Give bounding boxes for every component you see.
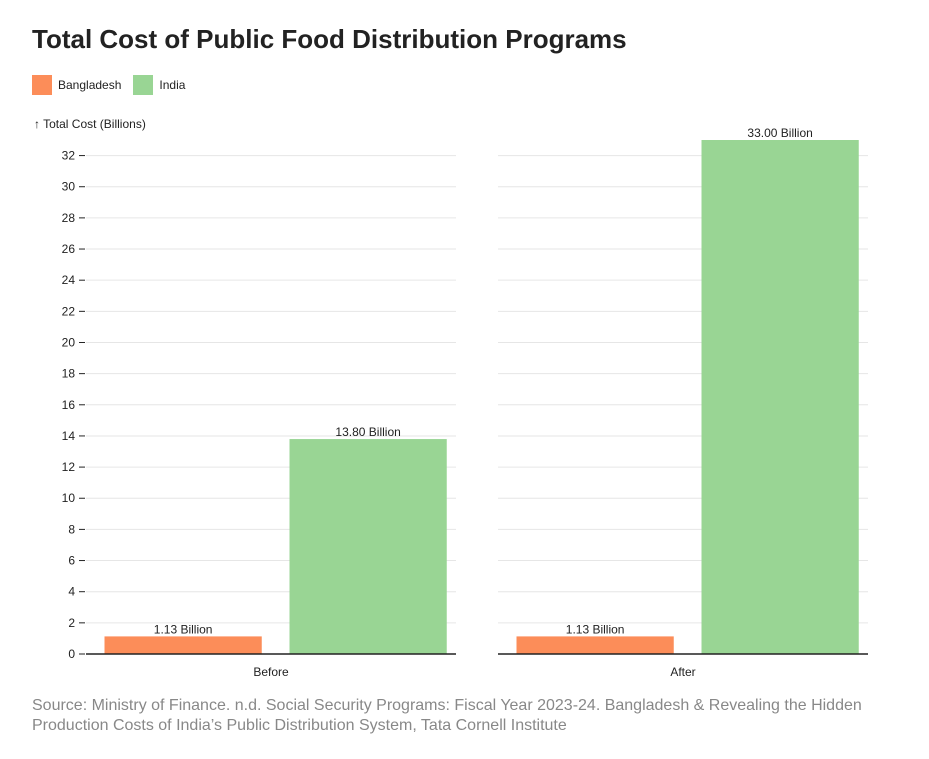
- legend-label-bangladesh: Bangladesh: [58, 78, 122, 92]
- bar-label-bangladesh-before: 1.13 Billion: [154, 622, 213, 636]
- y-axis-label: ↑ Total Cost (Billions): [34, 117, 146, 131]
- y-tick-label: 4: [68, 585, 75, 599]
- chart-title: Total Cost of Public Food Distribution P…: [32, 24, 627, 54]
- y-tick-label: 30: [62, 180, 76, 194]
- y-tick-label: 2: [68, 616, 75, 630]
- source-note: Source: Ministry of Finance. n.d. Social…: [32, 697, 862, 734]
- facet-label-before: Before: [253, 665, 289, 679]
- y-tick-label: 20: [62, 335, 76, 349]
- y-tick-label: 26: [62, 242, 76, 256]
- legend-item-bangladesh: Bangladesh: [32, 75, 121, 95]
- y-tick-label: 28: [62, 211, 76, 225]
- legend-label-india: India: [159, 78, 186, 92]
- y-tick-label: 24: [62, 273, 76, 287]
- y-tick-label: 22: [62, 304, 76, 318]
- y-tick-label: 32: [62, 149, 76, 163]
- y-tick-label: 0: [68, 647, 75, 661]
- legend-swatch-bangladesh: [32, 75, 52, 95]
- y-tick-label: 18: [62, 367, 76, 381]
- y-tick-label: 16: [62, 398, 76, 412]
- bar-bangladesh-before: [104, 636, 262, 654]
- legend-item-india: India: [133, 75, 185, 95]
- x-axis: Before After: [86, 653, 868, 679]
- bar-india-before: [289, 439, 447, 654]
- bar-chart: ↑ Total Cost (Billions) 0246810121416182…: [34, 117, 868, 679]
- facet-label-after: After: [670, 665, 695, 679]
- legend-swatch-india: [133, 75, 154, 95]
- bars: 1.13 Billion 13.80 Billion 1.13 Billion 33.…: [104, 126, 859, 654]
- bar-label-india-after: 33.00 Billion: [747, 126, 812, 140]
- y-tick-label: 10: [62, 491, 76, 505]
- bar-bangladesh-after: [516, 636, 674, 654]
- y-tick-label: 14: [62, 429, 76, 443]
- y-tick-label: 8: [68, 522, 75, 536]
- legend: Bangladesh India: [32, 75, 197, 95]
- y-tick-label: 6: [68, 554, 75, 568]
- bar-india-after: [701, 140, 859, 654]
- bar-label-india-before: 13.80 Billion: [335, 425, 400, 439]
- bar-label-bangladesh-after: 1.13 Billion: [566, 622, 625, 636]
- y-tick-label: 12: [62, 460, 76, 474]
